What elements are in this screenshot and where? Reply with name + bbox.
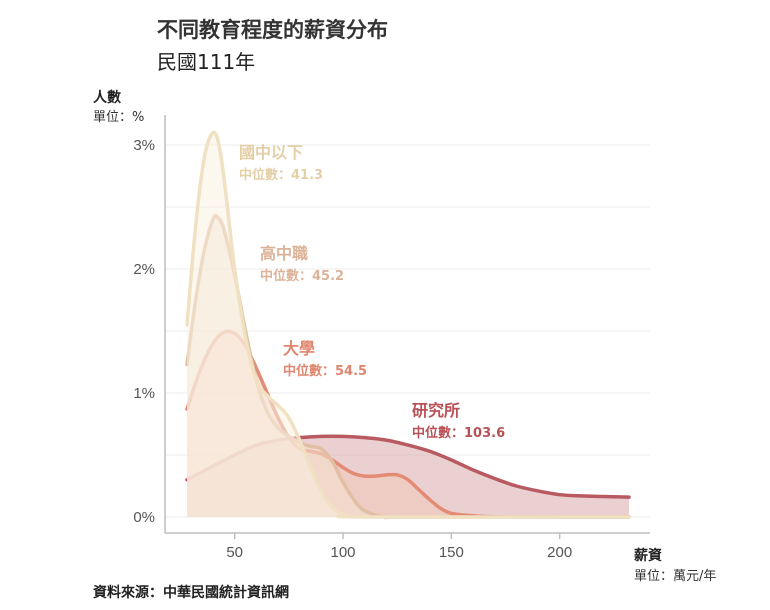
x-axis-unit: 單位：萬元/年 bbox=[634, 569, 717, 584]
series-name-label: 國中以下 bbox=[239, 143, 303, 162]
y-tick-label: 0% bbox=[133, 509, 155, 526]
series-median-label: 中位數：45.2 bbox=[260, 268, 344, 284]
y-tick-label: 3% bbox=[133, 137, 155, 154]
series-median-label: 中位數：41.3 bbox=[239, 167, 323, 183]
x-axis-title: 薪資 bbox=[634, 548, 662, 564]
series-name-label: 高中職 bbox=[260, 244, 308, 263]
x-tick-label: 50 bbox=[226, 544, 243, 561]
series-median-label: 中位數：54.5 bbox=[283, 363, 367, 379]
series-areas bbox=[185, 130, 631, 520]
series-line bbox=[185, 130, 631, 519]
series-name-label: 大學 bbox=[283, 339, 315, 358]
axes: 0% 1% 2% 3% 50 100 150 200 bbox=[133, 115, 650, 561]
source-note: 資料來源：中華民國統計資訊網 bbox=[93, 585, 289, 601]
y-tick-label: 1% bbox=[133, 385, 155, 402]
chart-title: 不同教育程度的薪資分布 bbox=[157, 18, 388, 42]
series-area bbox=[187, 132, 629, 518]
y-axis-unit: 單位：% bbox=[93, 110, 145, 125]
series-median-label: 中位數：103.6 bbox=[412, 425, 505, 441]
y-tick-label: 2% bbox=[133, 261, 155, 278]
chart-subtitle: 民國111年 bbox=[157, 50, 256, 74]
series-name-label: 研究所 bbox=[412, 401, 460, 420]
x-tick-label: 200 bbox=[547, 544, 572, 561]
y-axis-title: 人數 bbox=[93, 90, 121, 106]
x-tick-label: 100 bbox=[330, 544, 355, 561]
x-tick-label: 150 bbox=[439, 544, 464, 561]
